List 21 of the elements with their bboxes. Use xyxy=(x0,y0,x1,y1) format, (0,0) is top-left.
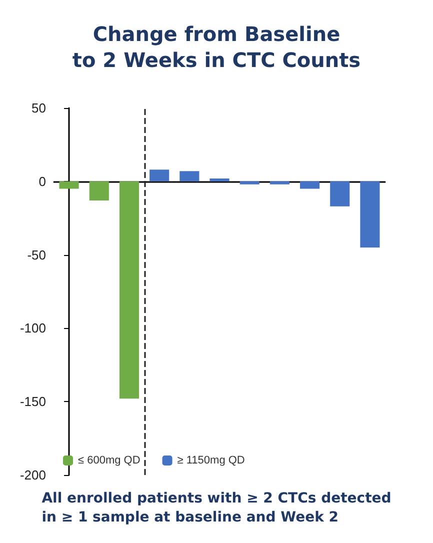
bar xyxy=(300,181,320,189)
bar xyxy=(180,171,200,182)
y-tick-label: -200 xyxy=(20,468,46,482)
legend-label: ≤ 600mg QD xyxy=(78,454,140,466)
y-tick-label: -50 xyxy=(27,247,46,262)
chart-title: Change from Baseline to 2 Weeks in CTC Counts xyxy=(72,22,361,72)
bar xyxy=(210,178,230,182)
bar xyxy=(150,170,170,182)
bar xyxy=(240,181,260,184)
y-tick-label: -150 xyxy=(20,394,46,410)
text: All enrolled patients with ≥ 2 CTCs detected in ≥ 1 sample at baseline and Week 2 xyxy=(42,490,392,526)
bar xyxy=(119,181,140,399)
bar xyxy=(59,181,79,189)
y-tick-label: 0 xyxy=(38,174,46,189)
y-tick-label: 50 xyxy=(32,100,46,116)
legend-label: ≥ 1150mg QD xyxy=(177,454,245,466)
bar xyxy=(330,181,350,206)
y-tick-label: -100 xyxy=(20,320,46,336)
bar xyxy=(89,181,109,200)
bar xyxy=(360,181,380,248)
bar xyxy=(270,181,290,184)
